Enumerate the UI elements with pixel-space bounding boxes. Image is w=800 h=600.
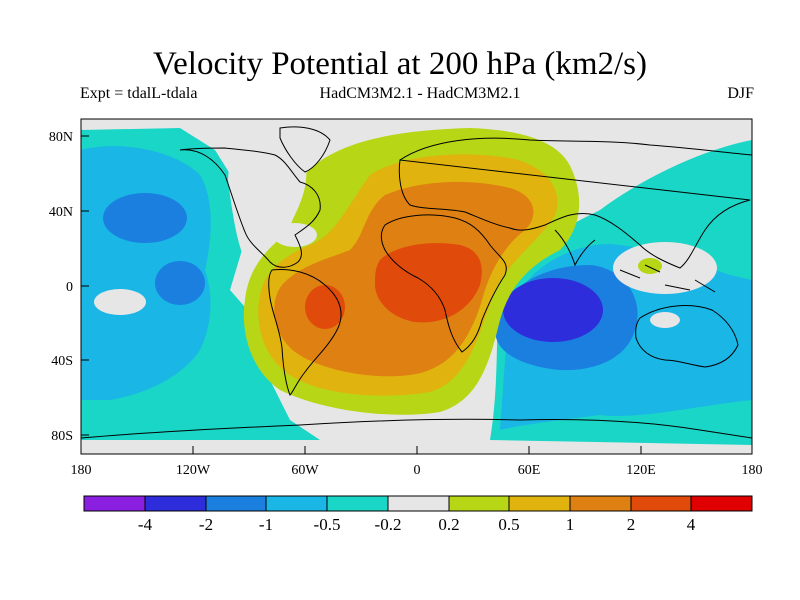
lon-label-120w: 120W: [176, 463, 211, 478]
coastline-maritime: [619, 264, 716, 293]
colorbar-label-9: 2: [627, 515, 636, 534]
coastlines: [81, 126, 752, 439]
field-neutral-pacific-patch: [94, 289, 146, 315]
lat-label-0: 0: [66, 280, 73, 295]
colorbar-swatch-3: [205, 495, 267, 512]
lat-label-80n: 80N: [49, 130, 73, 145]
season-label: DJF: [727, 85, 754, 102]
coastline-australia: [635, 305, 739, 368]
field-neutral-australia-patch: [650, 312, 680, 328]
colorbar-label-5: -0.2: [375, 515, 402, 534]
lat-label-40n: 40N: [49, 205, 73, 220]
colorbar-swatch-6: [387, 495, 450, 512]
lon-label-180e: 180: [742, 463, 763, 478]
coastline-eurasia: [398, 137, 752, 269]
coastline-greenland: [279, 126, 331, 173]
field-positive-red-america: [305, 285, 345, 329]
field-neutral-north-america: [228, 143, 307, 260]
coastline-antarctica: [81, 418, 752, 439]
colorbar-swatch-2: [144, 495, 207, 512]
colorbar-swatch-5: [326, 495, 389, 512]
coastline-north-america: [179, 147, 321, 268]
lon-label-180w: 180: [71, 463, 92, 478]
chart-title: Velocity Potential at 200 hPa (km2/s): [152, 46, 648, 82]
colorbar: [83, 495, 753, 512]
latitude-axis: [81, 135, 89, 436]
coastline-india: [554, 229, 596, 267]
field-positive-red-africa: [375, 243, 482, 323]
lon-label-60w: 60W: [291, 463, 319, 478]
coastline-africa: [380, 214, 507, 353]
coastline-south-america: [268, 269, 342, 396]
colorbar-label-10: 4: [687, 515, 696, 534]
colorbar-swatch-11: [690, 495, 753, 512]
colorbar-swatch-4: [265, 495, 328, 512]
colorbar-label-8: 1: [566, 515, 575, 534]
colorbar-label-4: -0.5: [314, 515, 341, 534]
field-negative-pacific-blue-south: [155, 261, 205, 305]
colorbar-label-2: -2: [199, 515, 213, 534]
field-negative-pacific-blue-north: [103, 193, 187, 243]
field-negative-east-darkblue: [503, 278, 603, 342]
lat-label-40s: 40S: [51, 354, 73, 369]
colorbar-swatch-1: [83, 495, 146, 512]
lon-label-120e: 120E: [626, 463, 656, 478]
model-label: HadCM3M2.1 - HadCM3M2.1: [319, 85, 521, 102]
longitude-axis: [192, 446, 642, 454]
map-field: [81, 119, 752, 454]
colorbar-label-7: 0.5: [498, 515, 519, 534]
field-neutral-maritime-patch: [613, 242, 717, 294]
experiment-label: Expt = tdalL-tdala: [80, 85, 198, 102]
colorbar-label-1: -4: [138, 515, 153, 534]
colorbar-swatch-9: [569, 495, 632, 512]
colorbar-swatch-10: [630, 495, 692, 512]
colorbar-label-3: -1: [259, 515, 273, 534]
colorbar-label-6: 0.2: [438, 515, 459, 534]
lat-label-80s: 80S: [51, 429, 73, 444]
colorbar-swatch-7: [448, 495, 510, 512]
colorbar-swatch-8: [508, 495, 571, 512]
lon-label-0: 0: [414, 463, 421, 478]
lon-label-60e: 60E: [518, 463, 541, 478]
